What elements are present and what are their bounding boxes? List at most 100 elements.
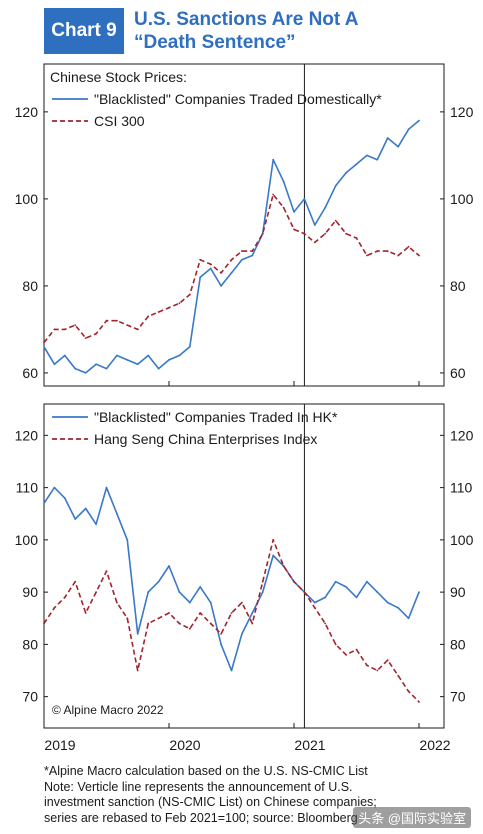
series-data-point xyxy=(397,606,400,609)
series-data-point xyxy=(230,272,233,274)
series-data-point xyxy=(53,606,56,609)
right-y-tick-label: 120 xyxy=(450,104,474,120)
series-data-point xyxy=(199,586,202,588)
right-y-tick-label: 120 xyxy=(450,427,474,443)
series-data-point xyxy=(136,669,139,672)
chart-figure: 60 60 80 80 100 100 120 120 Chinese Stock Prices… xyxy=(15,63,474,753)
series-data-point xyxy=(53,328,56,331)
series-data-point xyxy=(105,486,108,489)
x-tick-label: 2021 xyxy=(294,737,325,753)
chart-title-line-1: U.S. Sanctions Are Not A xyxy=(134,9,359,30)
series-data-point xyxy=(418,119,420,122)
series-data-point xyxy=(209,622,212,625)
series-data-point xyxy=(95,591,97,593)
series-data-point xyxy=(251,622,254,625)
blue-solid-series-line xyxy=(43,119,420,374)
series-data-point xyxy=(324,622,327,625)
series-data-point xyxy=(188,601,191,604)
left-y-tick-label: 110 xyxy=(16,480,39,496)
series-data-point xyxy=(282,565,285,567)
chart-number-badge: Chart 9 xyxy=(44,8,124,54)
series-data-point xyxy=(168,306,170,309)
series-data-point xyxy=(407,128,410,131)
series-data-point xyxy=(324,232,327,235)
series-data-point xyxy=(324,206,327,209)
left-y-tick-label: 80 xyxy=(22,278,38,294)
series-data-point xyxy=(251,612,254,614)
series-data-point xyxy=(178,302,181,305)
series-data-point xyxy=(313,606,316,609)
series-data-point xyxy=(293,211,295,213)
series-data-point xyxy=(282,180,285,183)
series-data-point xyxy=(407,690,410,693)
series-data-point xyxy=(53,486,56,489)
series-data-point xyxy=(355,596,358,599)
series-data-point xyxy=(272,193,275,196)
series-data-point xyxy=(397,674,400,677)
series-data-point xyxy=(313,224,316,226)
series-data-point xyxy=(105,367,108,370)
series-data-point xyxy=(116,354,118,357)
right-y-tick-label: 70 xyxy=(450,689,466,705)
right-y-tick-label: 80 xyxy=(450,636,466,652)
series-data-point xyxy=(261,232,264,235)
series-data-point xyxy=(136,633,139,635)
series-data-point xyxy=(157,311,160,313)
series-data-point xyxy=(334,219,337,222)
right-y-tick-label: 60 xyxy=(450,365,466,381)
series-data-point xyxy=(261,580,264,583)
series-data-point xyxy=(241,258,243,261)
series-data-point xyxy=(303,232,306,235)
series-data-point xyxy=(386,659,389,661)
series-data-point xyxy=(251,250,254,253)
series-data-point xyxy=(209,601,212,604)
series-data-point xyxy=(116,319,118,322)
series-data-point xyxy=(157,367,160,370)
footnote: *Alpine Macro calculation based on the U… xyxy=(44,764,474,826)
series-data-point xyxy=(334,580,337,583)
legend-label: Hang Seng China Enterprises Index xyxy=(94,431,317,447)
series-data-point xyxy=(313,601,316,604)
series-data-point xyxy=(126,324,129,326)
series-data-point xyxy=(199,612,202,614)
series-data-point xyxy=(220,272,223,274)
footnote-line-1: *Alpine Macro calculation based on the U… xyxy=(44,764,368,778)
footnote-line-3: investment sanction (NS-CMIC List) on Ch… xyxy=(44,795,377,809)
legend-label: CSI 300 xyxy=(94,113,145,129)
series-data-point xyxy=(63,328,66,331)
left-y-tick-label: 100 xyxy=(15,532,39,548)
red-dashed-series-line xyxy=(43,539,420,703)
series-data-point xyxy=(188,345,191,348)
left-y-tick-label: 120 xyxy=(15,104,39,120)
series-data-point xyxy=(136,363,139,366)
series-data-point xyxy=(366,664,368,667)
series-data-point xyxy=(407,245,410,248)
series-data-point xyxy=(74,324,77,326)
series-data-point xyxy=(74,518,77,520)
series-data-point xyxy=(136,328,139,331)
series-data-point xyxy=(95,332,97,335)
series-data-point xyxy=(355,648,358,651)
series-data-point xyxy=(168,612,170,614)
left-y-tick-label: 90 xyxy=(22,584,38,600)
series-data-point xyxy=(116,601,118,604)
series-data-point xyxy=(188,627,191,630)
footnote-line-2: Note: Verticle line represents the annou… xyxy=(44,779,353,794)
series-data-point xyxy=(272,554,275,557)
watermark: 头条 @国际实验室 xyxy=(353,807,471,828)
left-y-tick-label: 120 xyxy=(15,427,39,443)
right-y-tick-label: 100 xyxy=(450,191,474,207)
series-data-point xyxy=(386,601,389,604)
series-data-point xyxy=(303,591,306,593)
series-data-point xyxy=(43,345,45,348)
series-data-point xyxy=(397,254,400,257)
right-y-tick-label: 80 xyxy=(450,278,466,294)
legend-heading: Chinese Stock Prices: xyxy=(50,69,187,85)
series-data-point xyxy=(157,617,160,620)
series-data-point xyxy=(84,337,87,339)
series-data-point xyxy=(261,591,264,593)
left-y-tick-label: 100 xyxy=(15,191,39,207)
chart-title-line-2: “Death Sentence” xyxy=(134,32,296,53)
series-data-point xyxy=(63,497,66,499)
series-data-point xyxy=(397,145,400,148)
